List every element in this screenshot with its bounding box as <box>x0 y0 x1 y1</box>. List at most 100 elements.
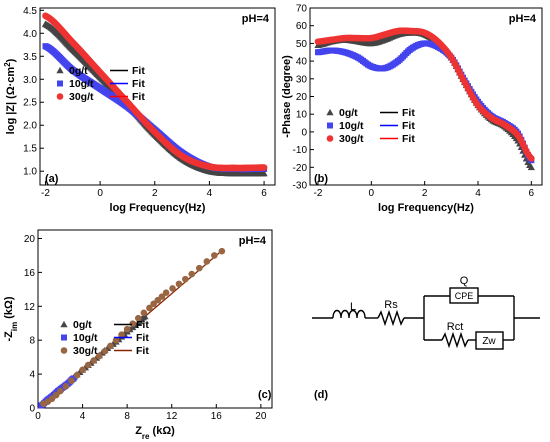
x-tick-label-b: 6 <box>529 188 535 199</box>
plot-frame-c <box>37 229 273 409</box>
inductor-coil <box>332 309 366 319</box>
data-point-c-circle <box>73 371 81 379</box>
panel-label-c: (c) <box>258 389 272 401</box>
x-tick-label-a: 2 <box>152 188 158 199</box>
x-axis-label-a: log Frequency(Hz) <box>110 202 206 214</box>
legend-fit-label-c: Fit <box>136 319 149 331</box>
y-tick-label-a: 3.0 <box>23 75 37 86</box>
legend-marker-a <box>56 93 64 100</box>
y-tick-label-b: 10 <box>296 110 308 121</box>
data-point-c-triangle <box>141 312 149 320</box>
warburg-label: Zw <box>482 336 496 347</box>
data-point-c-circle <box>68 377 75 385</box>
legend-label-a: 0g/t <box>69 65 88 77</box>
data-point-c-circle <box>182 275 189 283</box>
legend-marker-b <box>326 135 334 142</box>
data-point-b-circle <box>528 155 535 162</box>
y-axis-label-b: -Phase (degree) <box>281 55 293 138</box>
legend-marker-c <box>60 347 68 354</box>
y-tick-label-a: 3.5 <box>23 52 37 63</box>
y-tick-label-a: 4.0 <box>23 29 37 40</box>
data-point-c-circle <box>169 285 176 292</box>
x-tick-label-c: 16 <box>211 411 223 422</box>
cpe-symbol-label: Q <box>460 275 469 287</box>
data-point-c-circle <box>118 331 125 339</box>
plot-frame-a <box>39 7 276 186</box>
x-tick-label-c: 8 <box>124 411 130 422</box>
legend-label-c: 10g/t <box>73 332 98 344</box>
data-point-c-square <box>70 375 77 382</box>
y-tick-label-c: 4 <box>29 370 35 381</box>
data-point-a-circle <box>260 164 268 171</box>
y-tick-label-b: 70 <box>296 4 308 15</box>
data-point-c-circle <box>62 382 70 390</box>
resistor-rct-label: Rct <box>447 321 464 333</box>
y-tick-label-b: 30 <box>296 74 308 85</box>
x-tick-label-c: 0 <box>35 411 41 422</box>
x-tick-label-c: 12 <box>166 411 178 422</box>
panel-label-b: (b) <box>314 173 328 185</box>
data-point-c-circle <box>52 391 60 399</box>
y-tick-label-b: 60 <box>296 21 308 32</box>
x-axis-label-b: log Frequency(Hz) <box>378 202 474 214</box>
x-tick-label-c: 4 <box>80 411 86 422</box>
x-tick-label-b: 0 <box>369 188 375 199</box>
data-point-c-circle <box>123 325 131 333</box>
annotation-ph-a: pH=4 <box>242 13 270 25</box>
y-tick-label-b: -30 <box>293 181 308 192</box>
y-tick-label-b: 20 <box>296 92 308 103</box>
legend-fit-label-a: Fit <box>132 65 145 77</box>
legend-label-b: 10g/t <box>339 120 364 132</box>
y-tick-label-a: 2.5 <box>23 98 37 109</box>
legend-marker-a <box>57 80 63 87</box>
legend-fit-label-c: Fit <box>136 345 149 357</box>
y-tick-label-b: 40 <box>296 57 308 68</box>
y-tick-label-c: 16 <box>24 268 36 279</box>
resistor-rs-zigzag <box>377 309 405 327</box>
y-tick-label-a: 2.0 <box>23 121 37 132</box>
x-tick-label-a: 0 <box>97 188 103 199</box>
data-point-c-circle <box>84 361 92 369</box>
x-tick-label-c: 20 <box>255 411 267 422</box>
legend-label-b: 30g/t <box>339 133 364 145</box>
data-point-c-circle <box>101 347 109 355</box>
data-point-c-circle <box>211 252 218 259</box>
inductor-label: L <box>350 301 356 313</box>
legend-marker-a <box>56 66 64 74</box>
y-axis-label-c: -Zim (kΩ) <box>3 296 19 341</box>
y-tick-label-c: 0 <box>29 404 35 415</box>
data-point-c-circle <box>56 387 64 395</box>
legend-fit-label-b: Fit <box>402 120 415 132</box>
legend-label-b: 0g/t <box>339 107 358 119</box>
legend-label-a: 30g/t <box>69 91 94 103</box>
y-tick-label-c: 12 <box>24 302 36 313</box>
data-point-c-circle <box>162 289 170 297</box>
y-tick-label-b: 0 <box>301 127 307 138</box>
y-tick-label-a: 4.5 <box>23 6 37 17</box>
x-tick-label-b: -2 <box>314 188 323 199</box>
panel-label-d: (d) <box>314 389 328 401</box>
data-point-c-circle <box>175 280 183 288</box>
legend-label-c: 30g/t <box>73 345 98 357</box>
x-tick-label-b: 4 <box>475 188 481 199</box>
data-point-c-circle <box>158 293 166 300</box>
data-point-b-triangle <box>527 163 535 171</box>
legend-marker-b <box>326 108 334 116</box>
y-tick-label-a: 1.5 <box>23 144 37 155</box>
data-point-c-circle <box>107 342 114 350</box>
cpe-box-label: CPE <box>455 291 474 301</box>
data-point-c-circle <box>112 337 120 344</box>
data-point-c-circle <box>218 247 226 255</box>
y-tick-label-a: 1.0 <box>23 167 37 178</box>
panel-label-a: (a) <box>45 173 59 185</box>
annotation-ph-b: pH=4 <box>509 13 537 25</box>
x-tick-label-a: 6 <box>261 188 267 199</box>
data-point-c-circle <box>146 304 153 312</box>
legend-fit-label-b: Fit <box>402 107 415 119</box>
data-point-c-circle <box>129 320 137 327</box>
data-point-c-circle <box>140 309 148 317</box>
resistor-rs-label: Rs <box>384 299 398 311</box>
y-tick-label-b: 50 <box>296 39 308 50</box>
data-point-c-circle <box>134 314 142 322</box>
